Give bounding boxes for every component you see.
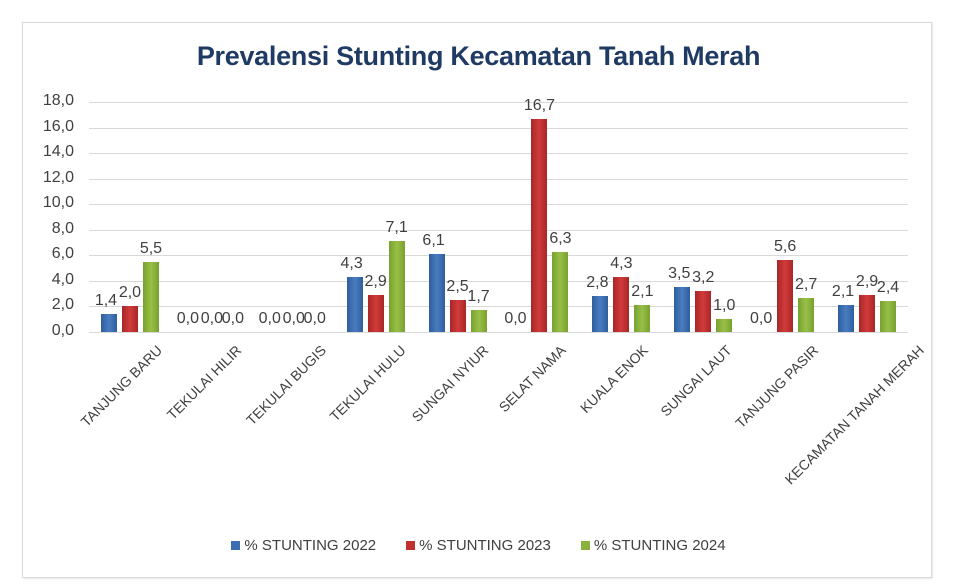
data-label: 16,7 (523, 96, 556, 114)
legend-label: % STUNTING 2023 (419, 537, 551, 554)
data-label: 4,3 (340, 255, 363, 273)
data-label: 0,0 (221, 310, 244, 327)
gridline (89, 178, 908, 180)
gridline (89, 255, 908, 257)
data-label: 1,7 (467, 288, 490, 306)
data-label: 2,1 (631, 283, 654, 301)
bar (428, 254, 445, 332)
legend-item: % STUNTING 2023 (406, 537, 551, 554)
data-label: 2,0 (118, 284, 142, 302)
legend-label: % STUNTING 2022 (244, 537, 377, 554)
data-label: 2,9 (364, 272, 387, 290)
legend-item: % STUNTING 2022 (231, 537, 376, 554)
legend-swatch-icon (580, 541, 590, 550)
bar (777, 260, 794, 332)
data-label: 2,5 (446, 278, 469, 296)
data-label: 0,0 (258, 310, 281, 327)
data-label: 6,3 (549, 229, 572, 247)
bar (695, 291, 712, 332)
data-label: 4,3 (610, 255, 633, 273)
y-tick-label: 2,0 (51, 296, 74, 314)
y-tick-label: 8,0 (51, 219, 74, 237)
bar (613, 277, 630, 332)
y-tick-label: 18,0 (42, 92, 74, 109)
y-tick-label: 0,0 (51, 322, 74, 339)
plot-area: 1,4 2,0 5,5 0,0 0,0 0,0 0,0 0,0 0,0 4,3 2,9 7,1 6,1 2… (89, 97, 908, 333)
y-tick-label: 14,0 (42, 143, 74, 161)
bar (798, 297, 815, 332)
data-label: 2,1 (831, 283, 855, 301)
bar (880, 301, 897, 332)
data-label: 2,8 (586, 274, 609, 292)
gridline (89, 204, 908, 206)
legend-label: % STUNTING 2024 (593, 537, 726, 554)
bar (838, 305, 855, 332)
bar (121, 306, 138, 332)
data-label: 1,0 (713, 297, 736, 315)
legend-swatch-icon (406, 541, 416, 550)
data-label: 0,0 (303, 310, 326, 327)
gridline (89, 280, 908, 282)
bar (674, 287, 691, 332)
bar (552, 251, 569, 332)
y-tick-label: 4,0 (51, 270, 74, 288)
data-label: 0,0 (176, 310, 199, 327)
y-tick-label: 10,0 (42, 194, 74, 212)
gridline (89, 229, 908, 231)
gridline (89, 102, 908, 103)
bar (346, 277, 363, 332)
y-tick-label: 12,0 (42, 168, 74, 186)
data-label: 0,0 (750, 310, 773, 327)
data-label: 1,4 (94, 292, 118, 310)
data-label: 6,1 (422, 232, 445, 250)
gridline (89, 306, 908, 308)
bar (716, 319, 733, 332)
y-tick-label: 16,0 (42, 117, 74, 135)
bar (388, 241, 405, 332)
bar (531, 118, 548, 332)
data-label: 7,1 (385, 219, 408, 237)
bar (592, 296, 609, 332)
gridline (89, 332, 908, 333)
data-label: 2,4 (876, 279, 900, 297)
bar (859, 294, 876, 332)
legend-swatch-icon (231, 541, 241, 550)
data-label: 0,0 (200, 310, 223, 327)
data-label: 2,9 (855, 272, 879, 290)
gridline (89, 153, 908, 155)
data-label: 3,2 (692, 269, 715, 287)
data-label: 0,0 (504, 310, 527, 327)
data-label: 5,5 (139, 239, 163, 257)
bar (449, 300, 466, 332)
legend-item: % STUNTING 2024 (580, 537, 726, 554)
bar (470, 310, 487, 332)
gridline (89, 127, 908, 129)
bar (142, 261, 159, 332)
bar (100, 314, 117, 332)
bar (367, 294, 384, 332)
data-label: 2,7 (795, 275, 818, 293)
data-label: 0,0 (282, 310, 305, 327)
bar (634, 305, 651, 332)
data-label: 5,6 (774, 238, 797, 256)
data-label: 3,5 (668, 265, 691, 283)
chart-title: Prevalensi Stunting Kecamatan Tanah Mera… (196, 41, 761, 71)
y-tick-label: 6,0 (51, 245, 74, 263)
legend: % STUNTING 2022 % STUNTING 2023 % STUNTING… (0, 537, 957, 554)
